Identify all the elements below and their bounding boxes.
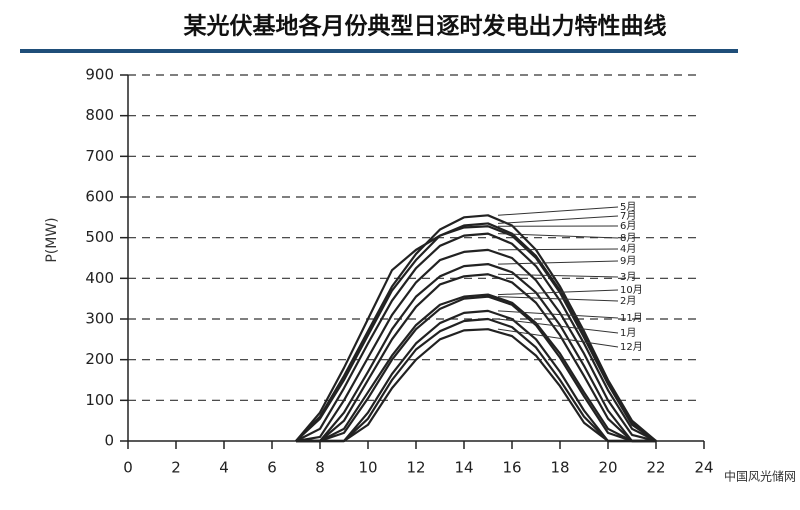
x-tick-label: 8 <box>315 459 325 477</box>
x-tick-label: 20 <box>598 459 617 477</box>
series-label: 2月 <box>620 295 636 307</box>
series-label: 11月 <box>620 312 643 324</box>
y-tick-label: 300 <box>85 310 114 328</box>
y-tick-label: 0 <box>104 432 114 450</box>
leader-line <box>498 207 618 215</box>
title-underline <box>20 49 738 53</box>
x-tick-label: 4 <box>219 459 229 477</box>
x-tick-label: 0 <box>123 459 133 477</box>
series-label: 1月 <box>620 327 636 339</box>
y-tick-label: 400 <box>85 269 114 287</box>
x-tick-label: 2 <box>171 459 181 477</box>
series-label: 6月 <box>620 220 636 232</box>
y-tick-label: 600 <box>85 188 114 206</box>
leader-line <box>498 216 618 223</box>
watermark: 中国风光储网 <box>724 469 796 484</box>
series-label: 4月 <box>620 243 636 255</box>
series-label: 10月 <box>620 284 643 296</box>
y-tick-label: 500 <box>85 228 114 246</box>
x-tick-label: 24 <box>694 459 713 477</box>
x-tick-label: 12 <box>406 459 425 477</box>
chart-title: 某光伏基地各月份典型日逐时发电出力特性曲线 <box>184 13 667 40</box>
y-tick-label: 700 <box>85 147 114 165</box>
x-tick-label: 18 <box>550 459 569 477</box>
x-tick-label: 22 <box>646 459 665 477</box>
y-tick-label: 100 <box>85 391 114 409</box>
series-label: 12月 <box>620 341 643 353</box>
y-tick-label: 900 <box>85 66 114 84</box>
series-label: 3月 <box>620 271 636 283</box>
x-tick-label: 6 <box>267 459 277 477</box>
leader-line <box>498 249 618 250</box>
series-label: 8月 <box>620 232 636 244</box>
x-tick-label: 14 <box>454 459 473 477</box>
x-tick-label: 16 <box>502 459 521 477</box>
y-tick-label: 800 <box>85 106 114 124</box>
y-tick-label: 200 <box>85 350 114 368</box>
series-label: 9月 <box>620 255 636 267</box>
x-tick-label: 10 <box>358 459 377 477</box>
y-axis-label: P(MW) <box>44 217 60 262</box>
